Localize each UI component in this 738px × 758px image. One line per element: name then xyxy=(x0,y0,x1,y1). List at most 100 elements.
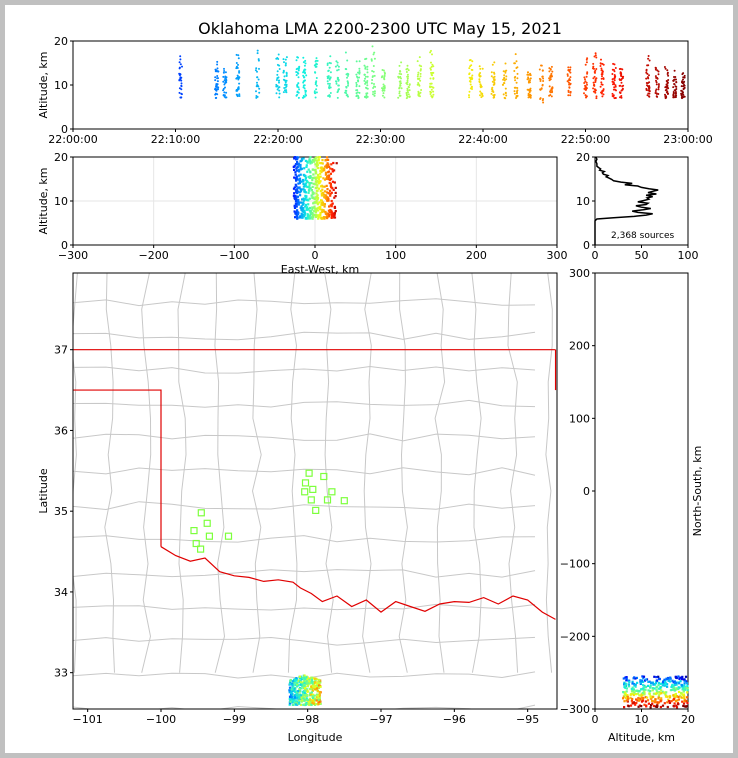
source-point xyxy=(320,194,323,197)
source-point xyxy=(293,156,296,159)
source-point xyxy=(641,693,644,696)
source-point xyxy=(276,70,279,73)
source-point xyxy=(295,682,298,685)
source-point xyxy=(364,82,367,85)
source-point xyxy=(405,94,408,97)
source-point xyxy=(178,79,181,82)
source-point xyxy=(647,55,650,57)
source-point xyxy=(400,77,402,80)
source-point xyxy=(677,698,680,701)
source-point xyxy=(315,209,318,212)
source-point xyxy=(481,67,484,70)
source-point xyxy=(355,73,358,76)
source-point xyxy=(637,705,640,708)
source-point xyxy=(471,60,474,63)
source-point xyxy=(668,700,671,703)
source-point xyxy=(309,212,312,215)
source-point xyxy=(381,89,384,92)
source-point xyxy=(335,80,337,83)
source-point xyxy=(649,706,652,709)
source-point xyxy=(296,56,299,59)
source-point xyxy=(686,682,689,685)
source-point xyxy=(357,71,359,74)
source-point xyxy=(299,686,302,690)
source-point xyxy=(336,61,339,64)
source-point xyxy=(304,678,307,681)
source-point xyxy=(683,80,686,83)
x-axis-label: East-West, km xyxy=(281,263,359,276)
source-point xyxy=(358,91,361,94)
source-point xyxy=(301,216,304,219)
source-point xyxy=(370,82,373,85)
source-point xyxy=(654,692,658,695)
source-point xyxy=(666,705,669,709)
source-point xyxy=(629,696,632,699)
x-tick-label: 0 xyxy=(592,713,599,726)
source-point xyxy=(300,697,303,701)
source-point xyxy=(633,684,636,687)
source-point xyxy=(294,205,297,208)
source-point xyxy=(315,201,318,204)
source-point xyxy=(649,695,652,698)
source-point xyxy=(277,86,280,89)
source-point xyxy=(316,198,319,201)
source-point xyxy=(301,198,304,201)
source-point xyxy=(468,80,471,83)
source-point xyxy=(308,197,311,200)
source-point xyxy=(235,88,238,91)
source-point xyxy=(303,190,306,193)
source-point xyxy=(329,55,332,58)
source-point xyxy=(320,166,323,169)
source-point xyxy=(313,214,316,217)
source-point xyxy=(303,197,307,200)
source-point xyxy=(566,80,569,83)
source-point xyxy=(642,675,646,678)
source-point xyxy=(235,62,238,64)
source-point xyxy=(681,90,684,93)
source-point xyxy=(595,97,598,100)
source-point xyxy=(330,216,333,219)
source-point xyxy=(311,208,314,211)
x-tick-label: 300 xyxy=(547,249,568,262)
source-point xyxy=(408,95,411,98)
source-point xyxy=(636,699,639,702)
source-point xyxy=(529,72,532,75)
source-point xyxy=(303,687,306,690)
source-point xyxy=(657,701,661,704)
source-point xyxy=(493,61,496,64)
source-point xyxy=(539,98,542,100)
source-point xyxy=(331,170,334,173)
source-point xyxy=(317,698,320,701)
lma-station-marker xyxy=(301,479,310,487)
x-tick-label: 23:00:00 xyxy=(663,133,712,146)
source-point xyxy=(303,212,307,215)
source-point xyxy=(661,684,664,687)
source-point xyxy=(599,62,602,65)
source-point xyxy=(373,51,376,54)
source-point xyxy=(305,694,308,697)
source-point xyxy=(654,698,657,701)
source-point xyxy=(278,81,280,84)
source-point xyxy=(686,684,689,687)
county-line xyxy=(73,467,536,476)
source-point xyxy=(323,178,327,181)
source-point xyxy=(682,85,685,88)
source-point xyxy=(651,689,654,692)
source-point xyxy=(308,209,311,212)
source-point xyxy=(639,680,642,683)
source-point xyxy=(680,85,683,88)
source-point xyxy=(347,84,349,87)
source-point xyxy=(308,183,311,186)
source-point xyxy=(315,181,318,184)
source-point xyxy=(356,89,359,92)
source-point xyxy=(216,67,219,70)
source-point xyxy=(527,92,530,95)
map-layer xyxy=(73,273,557,709)
lma-station-marker xyxy=(309,485,317,493)
source-point xyxy=(430,82,432,85)
source-point xyxy=(317,696,320,700)
source-point xyxy=(302,71,305,74)
source-point xyxy=(288,695,292,698)
source-point xyxy=(657,694,661,697)
